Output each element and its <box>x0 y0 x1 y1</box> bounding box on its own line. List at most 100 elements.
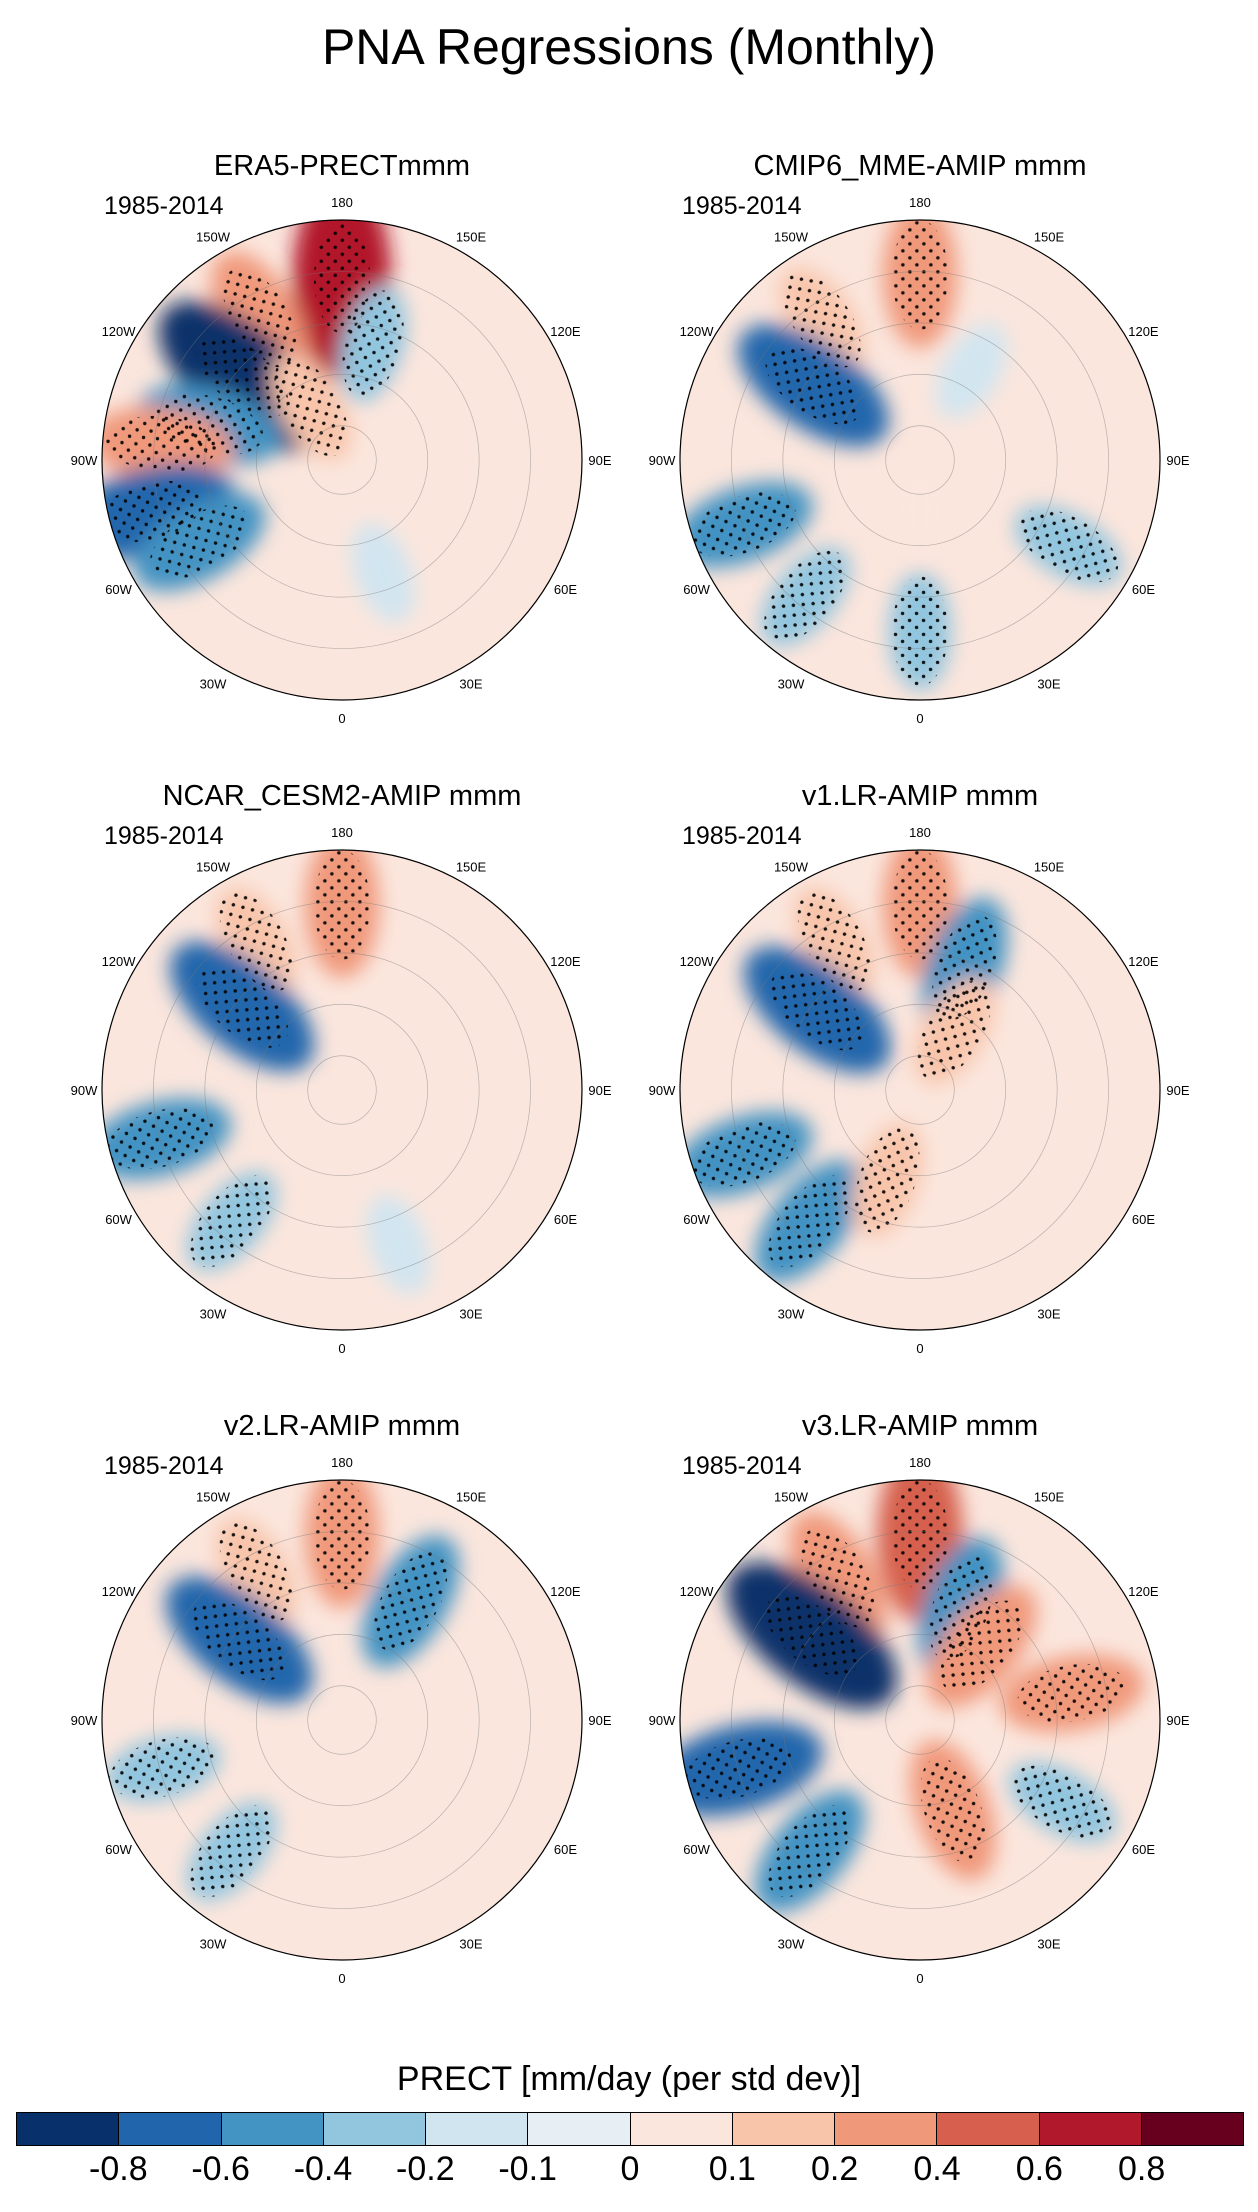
anomaly-region <box>314 1729 370 1834</box>
latitude-circle <box>885 425 955 495</box>
longitude-label: 90E <box>588 1713 611 1728</box>
longitude-label: 150E <box>456 860 487 875</box>
longitude-label: 30E <box>459 676 482 691</box>
latitude-circle <box>885 1055 955 1125</box>
anomaly-region <box>366 1194 431 1295</box>
longitude-label: 150E <box>1034 1490 1065 1505</box>
longitude-label: 30E <box>1037 1306 1060 1321</box>
latitude-circle <box>885 1685 955 1755</box>
colorbar-tick-label: 0.4 <box>913 2150 961 2188</box>
significance-stipple <box>109 1737 217 1799</box>
map-panel: CMIP6_MME-AMIP mmm 1985-2014 180 150E 120E 90… <box>640 150 1200 770</box>
significance-stipple <box>314 1480 370 1590</box>
significance-stipple <box>192 1599 286 1681</box>
latitude-circle <box>204 1582 480 1858</box>
longitude-label: 60E <box>1132 1842 1155 1857</box>
panel-period: 1985-2014 <box>682 822 802 850</box>
panel-period: 1985-2014 <box>104 192 224 220</box>
significance-stipple <box>219 891 293 992</box>
longitude-label: 120W <box>102 1584 137 1599</box>
map-border <box>679 849 1161 1331</box>
latitude-circle <box>255 1003 429 1177</box>
longitude-label: 60E <box>554 1842 577 1857</box>
significance-stipple <box>106 415 216 473</box>
longitude-label: 150E <box>1034 860 1065 875</box>
longitude-label: 90W <box>649 453 676 468</box>
longitude-label: 30E <box>459 1306 482 1321</box>
longitude-label: 120E <box>550 954 581 969</box>
colorbar-swatch <box>528 2113 631 2145</box>
latitude-circle <box>731 1531 1109 1909</box>
longitude-label: 0 <box>916 1341 923 1356</box>
map-panel: NCAR_CESM2-AMIP mmm 1985-2014 180 150E 120E 9… <box>62 780 622 1400</box>
latitude-circle <box>307 1685 377 1755</box>
longitude-label: 0 <box>338 1971 345 1986</box>
longitude-label: 120E <box>550 1584 581 1599</box>
longitude-label: 150E <box>456 230 487 245</box>
longitude-label: 150E <box>456 1490 487 1505</box>
longitude-label: 90W <box>71 1083 98 1098</box>
latitude-circle <box>833 373 1007 547</box>
colorbar-tick-label: -0.2 <box>396 2150 455 2188</box>
polar-map: 180 150E 120E 90E 60E 30E 0 30W 60W 90W 120W 150W <box>71 825 612 1356</box>
significance-stipple <box>196 334 289 418</box>
longitude-label: 180 <box>909 195 931 210</box>
significance-stipple <box>149 505 250 579</box>
longitude-label: 150W <box>774 230 809 245</box>
longitude-label: 120W <box>102 954 137 969</box>
longitude-label: 60E <box>1132 1212 1155 1227</box>
longitude-label: 120E <box>550 324 581 339</box>
significance-stipple <box>190 1175 274 1268</box>
significance-stipple <box>892 576 948 687</box>
latitude-circle <box>307 425 377 495</box>
longitude-label: 90W <box>71 1713 98 1728</box>
latitude-circle <box>782 952 1058 1228</box>
latitude-circle <box>255 1633 429 1807</box>
longitude-label: 120E <box>1128 1584 1159 1599</box>
map-panel: ERA5-PRECTmmm 1985-2014 180 150E 120E 90E 60E 3… <box>62 150 622 770</box>
longitude-label: 120W <box>680 954 715 969</box>
longitude-label: 60W <box>105 1212 132 1227</box>
anomaly-region <box>935 323 1007 419</box>
colorbar-swatch <box>426 2113 529 2145</box>
map-border <box>101 1479 583 1961</box>
longitude-label: 90W <box>71 453 98 468</box>
colorbar-tick-label: 0.1 <box>708 2150 756 2188</box>
colorbar-swatch <box>1039 2113 1142 2145</box>
significance-stipple <box>801 1527 875 1628</box>
longitude-label: 120W <box>680 1584 715 1599</box>
longitude-label: 180 <box>331 195 353 210</box>
anomaly-region <box>314 1099 370 1204</box>
panel-title: NCAR_CESM2-AMIP mmm <box>162 780 522 812</box>
panel-period: 1985-2014 <box>682 1452 802 1480</box>
longitude-label: 90E <box>588 1083 611 1098</box>
longitude-label: 0 <box>916 711 923 726</box>
longitude-label: 60W <box>683 1842 710 1857</box>
longitude-label: 60W <box>105 582 132 597</box>
significance-stipple <box>940 1600 1024 1693</box>
significance-stipple <box>892 220 948 330</box>
figure-title: PNA Regressions (Monthly) <box>321 19 937 75</box>
significance-stipple <box>797 891 871 992</box>
longitude-label: 30W <box>200 1306 227 1321</box>
significance-stipple <box>219 1521 293 1622</box>
longitude-label: 30W <box>778 676 805 691</box>
map-panel: v3.LR-AMIP mmm 1985-2014 180 150E 120E 90E 60E… <box>640 1410 1200 2030</box>
longitude-label: 30W <box>200 1936 227 1951</box>
longitude-label: 90E <box>1166 1713 1189 1728</box>
longitude-label: 60W <box>683 582 710 597</box>
longitude-label: 180 <box>909 825 931 840</box>
colorbar-title: PRECT [mm/day (per std dev)] <box>396 2060 862 2098</box>
latitude-circle <box>204 322 480 598</box>
colorbar-swatch <box>835 2113 938 2145</box>
latitude-circle <box>153 271 531 649</box>
longitude-label: 60E <box>554 582 577 597</box>
longitude-label: 30W <box>778 1306 805 1321</box>
significance-stipple <box>764 550 847 643</box>
anomaly-region <box>892 459 948 564</box>
latitude-circle <box>153 1531 531 1909</box>
significance-stipple <box>854 1127 920 1233</box>
longitude-label: 150W <box>196 1490 231 1505</box>
latitude-circle <box>153 901 531 1279</box>
longitude-label: 0 <box>338 1341 345 1356</box>
